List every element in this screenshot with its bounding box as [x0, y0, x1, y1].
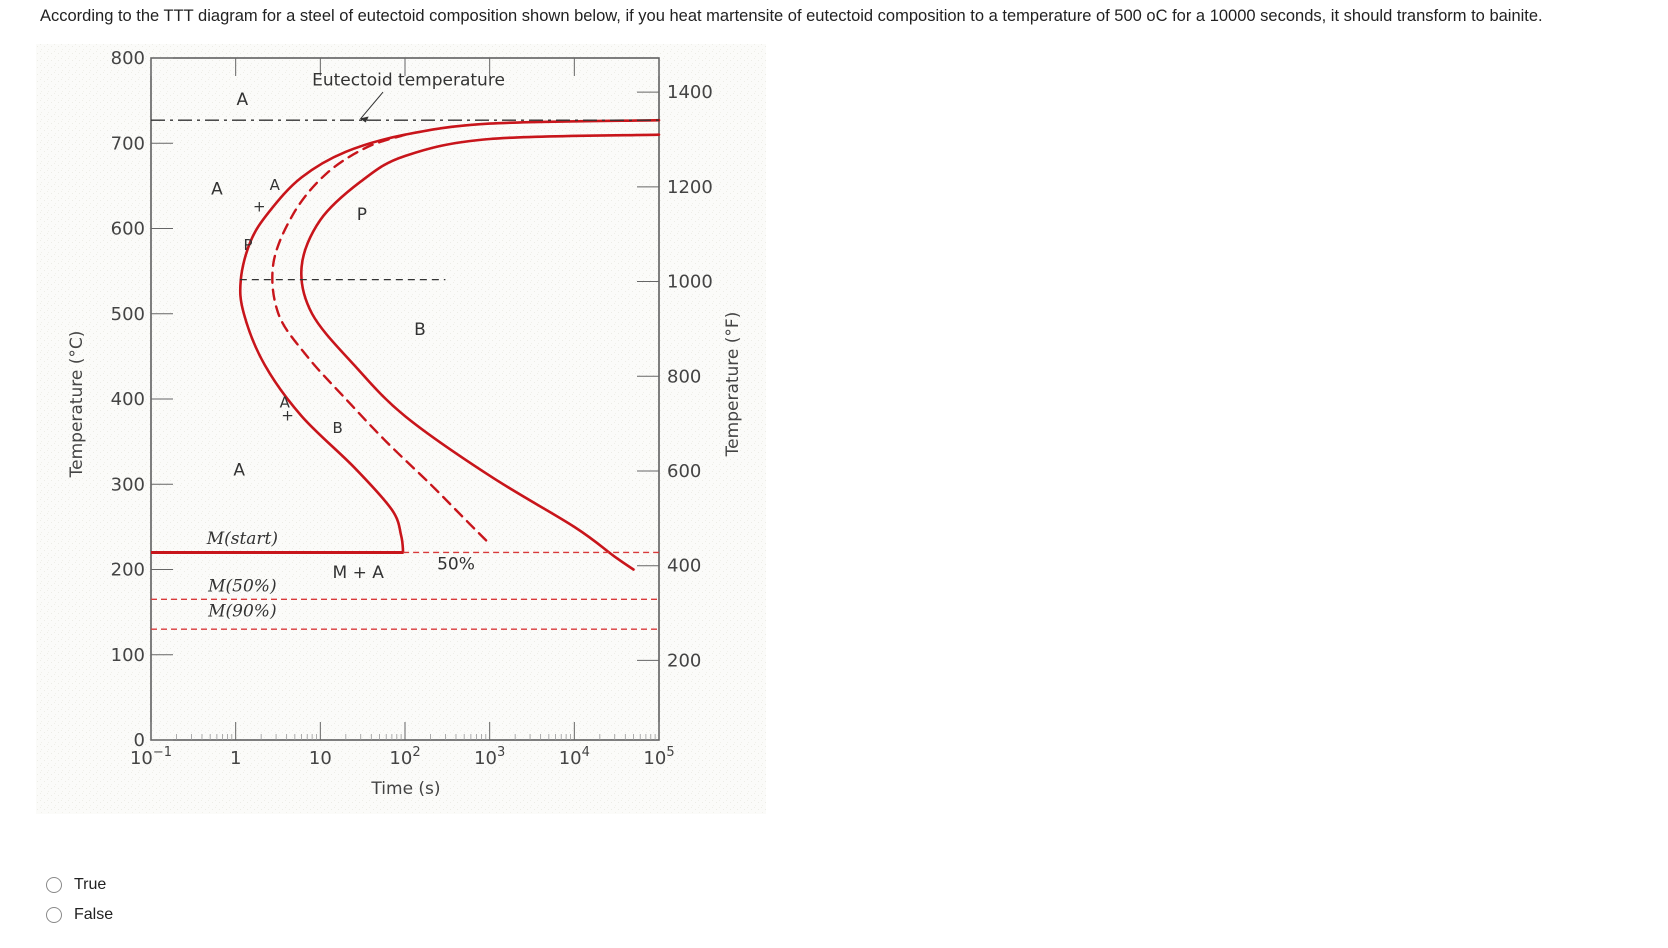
x-tick-label: 10	[309, 748, 332, 769]
y2-tick-label: 600	[667, 461, 701, 482]
option-true[interactable]: True	[46, 870, 113, 900]
figure-background	[36, 44, 766, 814]
answer-options: True False	[46, 870, 113, 930]
y-tick-label: 0	[134, 730, 145, 751]
y2-tick-label: 800	[667, 366, 701, 387]
x-tick-exponent: −1	[153, 745, 172, 760]
label-bainite-small: B	[332, 419, 342, 437]
question-text: According to the TTT diagram for a steel…	[40, 7, 1543, 25]
radio-true[interactable]	[46, 877, 62, 893]
label-plus-upper: +	[253, 197, 266, 215]
y2-tick-label: 400	[667, 556, 701, 577]
eutectoid-arrow	[360, 91, 384, 119]
y2-tick-label: 1400	[667, 82, 713, 103]
label-plus-lower: +	[281, 406, 294, 424]
eutectoid-label: Eutectoid temperature	[312, 70, 505, 90]
label-bainite: B	[414, 320, 426, 340]
x-axis-title: Time (s)	[370, 779, 440, 799]
y-axis-title: Temperature (°C)	[67, 331, 87, 479]
y-tick-label: 800	[111, 48, 145, 69]
label-austenite-left: A	[211, 179, 223, 199]
option-false-label: False	[74, 906, 114, 923]
m90-label: M(90%)	[207, 601, 276, 621]
option-true-label: True	[74, 876, 107, 893]
m50-label: M(50%)	[207, 577, 276, 597]
y2-tick-label: 1000	[667, 272, 713, 293]
radio-false[interactable]	[46, 907, 62, 923]
series-line-2	[299, 133, 661, 571]
y2-axis-title: Temperature (°F)	[723, 312, 743, 458]
y-tick-label: 100	[111, 645, 145, 666]
y-tick-label: 600	[111, 219, 145, 240]
x-tick-exponent: 3	[497, 745, 505, 760]
y-tick-label: 500	[111, 304, 145, 325]
label-austenite-upper-dashed: A	[270, 176, 281, 194]
label-pearlite: P	[357, 205, 367, 225]
eutectoid-arrowhead	[359, 116, 369, 123]
y2-tick-label: 200	[667, 650, 701, 671]
label-austenite-lower-dashed: A	[280, 394, 291, 412]
x-tick-exponent: 2	[412, 745, 420, 760]
series-line-3	[271, 133, 491, 546]
y2-tick-label: 1200	[667, 177, 713, 198]
m-start-label: M(start)	[206, 529, 278, 549]
x-tick-label: 1	[230, 748, 241, 769]
y-tick-label: 700	[111, 133, 145, 154]
option-false[interactable]: False	[46, 900, 113, 930]
x-tick-exponent: 5	[666, 745, 674, 760]
label-austenite-low: A	[233, 461, 245, 481]
x-tick-label: 105	[643, 745, 674, 769]
y-tick-label: 200	[111, 560, 145, 581]
label-pearlite-small: P	[244, 236, 253, 254]
y-tick-label: 300	[111, 474, 145, 495]
label-50-percent: 50%	[437, 555, 475, 575]
x-tick-exponent: 4	[582, 745, 590, 760]
y-tick-label: 400	[111, 389, 145, 410]
label-martensite-austenite: M + A	[333, 563, 385, 583]
ttt-diagram: 0 100 200 300 400 500 600 700 800 200 400 600 800 100…	[36, 44, 766, 814]
label-austenite-top: A	[237, 90, 249, 110]
series-line-1	[238, 118, 661, 554]
